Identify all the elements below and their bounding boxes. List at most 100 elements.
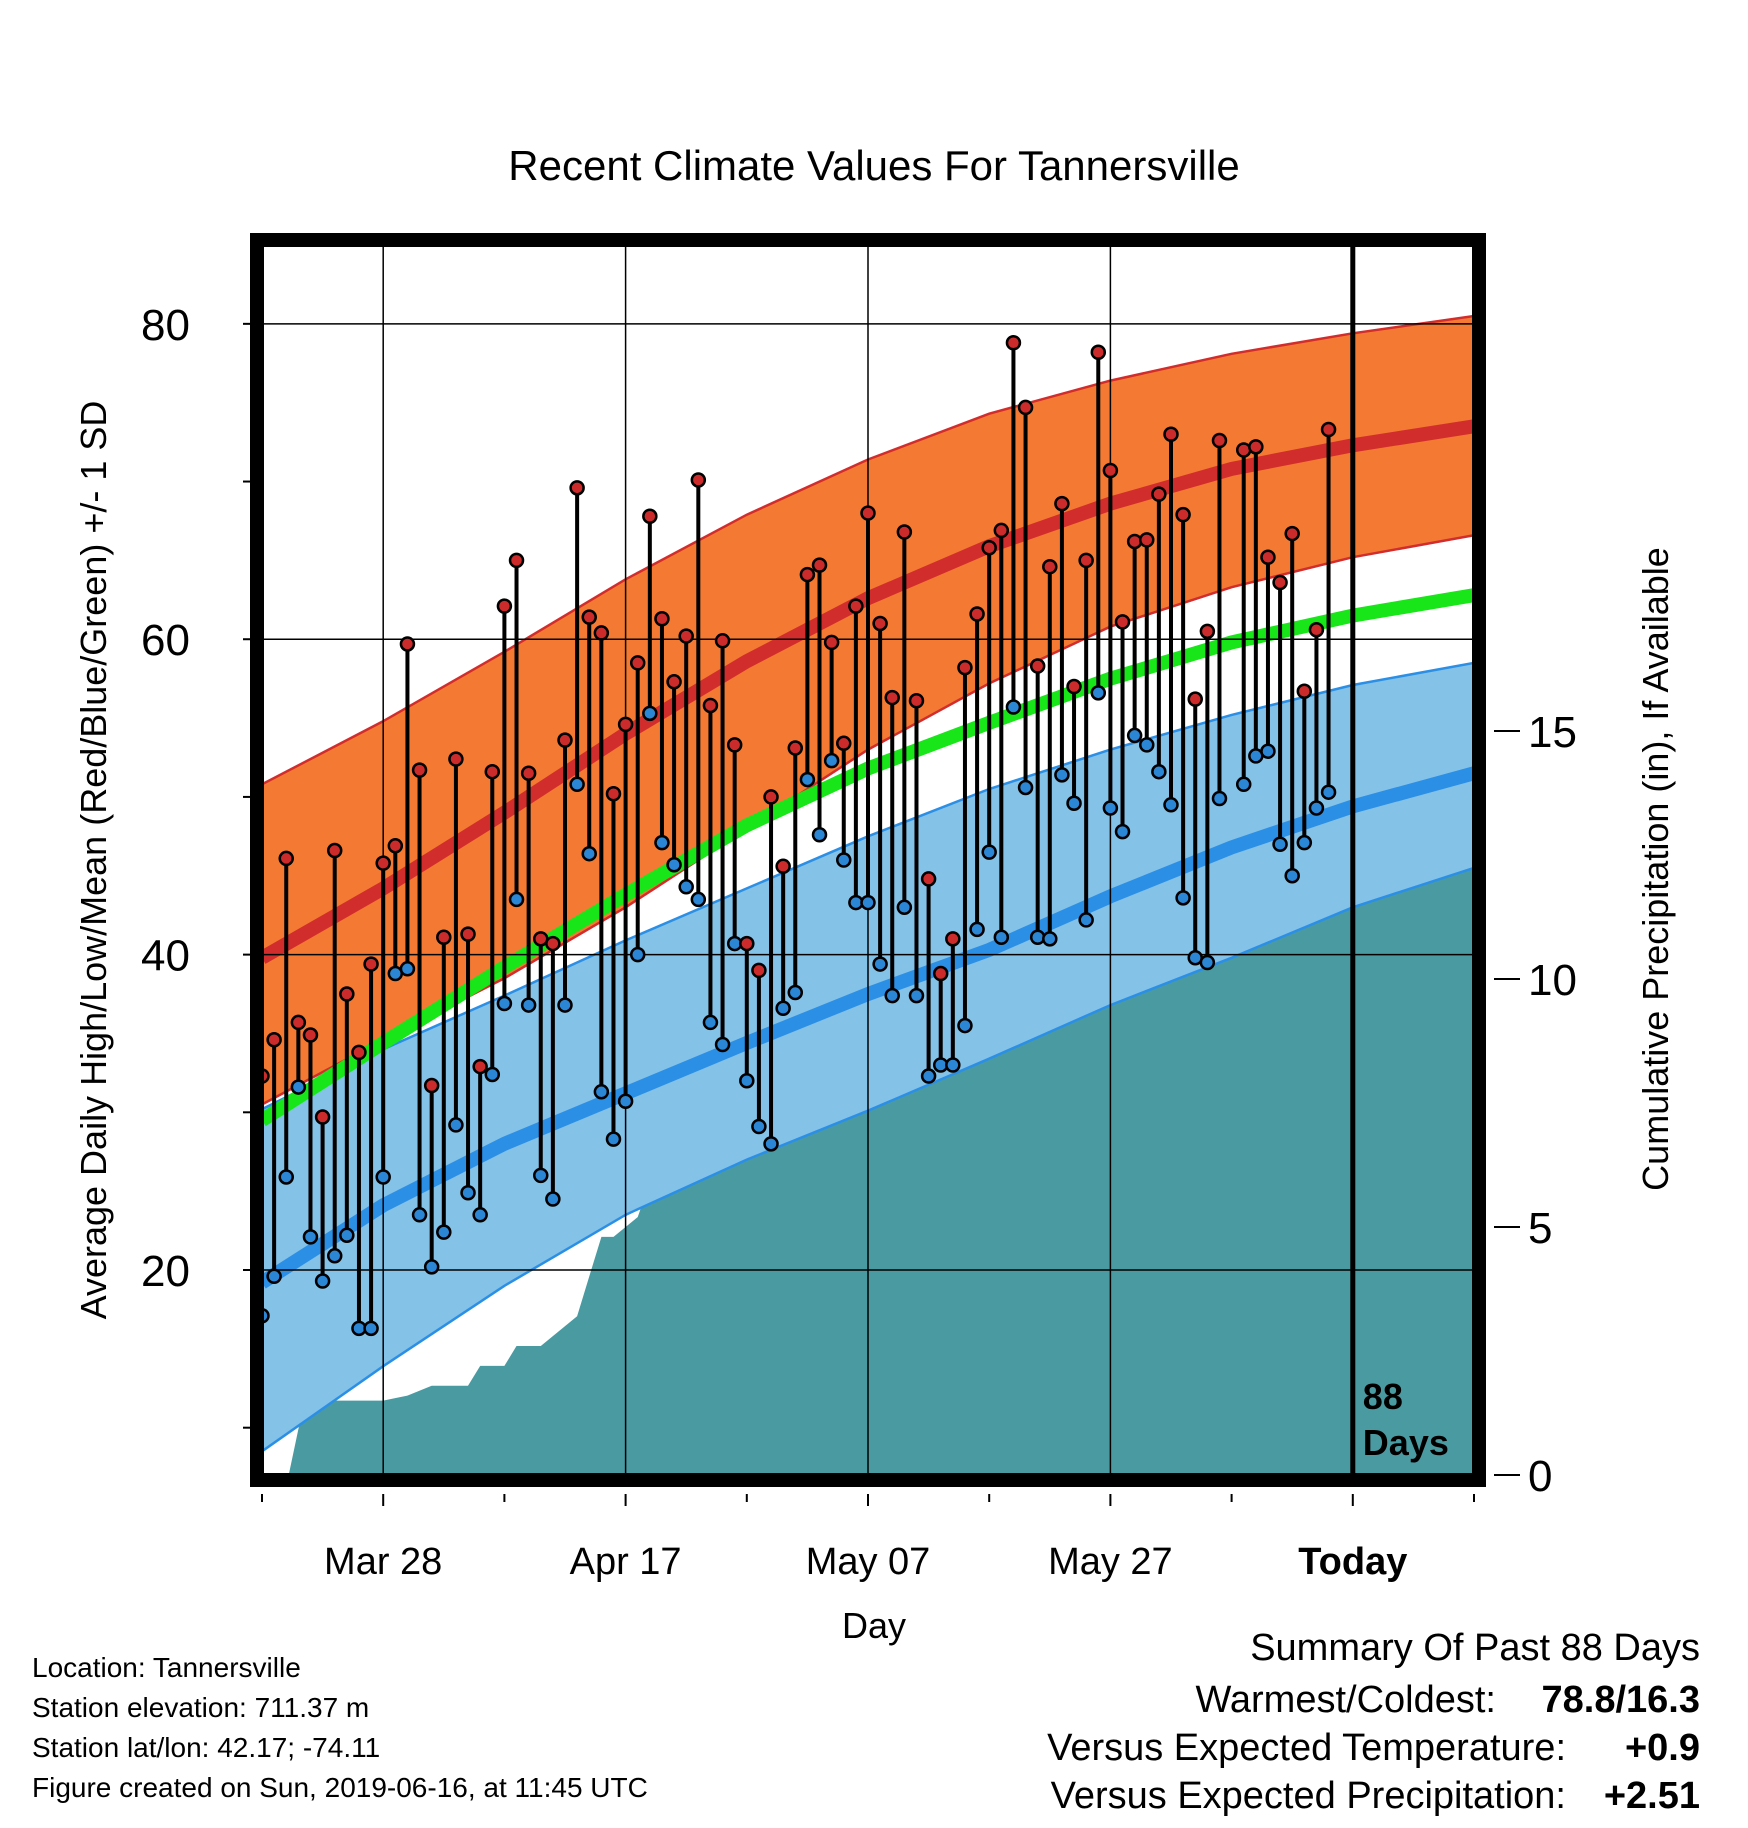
daily-high-point xyxy=(423,1077,440,1094)
axes: 20 40 60 80 0 5 10 15 Mar 28 Apr 17 May 07 May 27 To… xyxy=(141,301,1577,1583)
daily-low-point xyxy=(654,834,670,851)
daily-low-point xyxy=(787,984,804,1001)
daily-low-point xyxy=(557,997,573,1013)
daily-low-point xyxy=(423,1259,440,1275)
plot-area: 88 Days xyxy=(262,245,1474,1475)
daily-high-point xyxy=(472,1058,488,1075)
daily-high-point xyxy=(1175,506,1191,523)
daily-high-point xyxy=(351,1044,367,1061)
daily-high-point xyxy=(872,615,888,632)
daily-high-point xyxy=(314,1109,331,1125)
daily-high-point xyxy=(957,659,973,676)
daily-low-point xyxy=(1211,790,1228,807)
daily-high-point xyxy=(1078,552,1094,569)
daily-high-point xyxy=(751,962,767,979)
daily-low-point xyxy=(896,899,913,916)
daily-low-point xyxy=(411,1207,428,1223)
daily-high-point xyxy=(714,633,731,649)
y-tick-label: 60 xyxy=(141,616,190,665)
daily-low-point xyxy=(448,1117,464,1133)
plot-frame xyxy=(250,233,1486,1487)
daily-low-point xyxy=(1054,767,1070,783)
daily-low-point xyxy=(1042,931,1058,947)
daily-high-point xyxy=(1005,335,1022,351)
daily-high-point xyxy=(266,1032,282,1048)
daily-low-point xyxy=(642,705,658,722)
precip-vs-expected-value: +2.51 xyxy=(1604,1775,1700,1817)
daily-high-point xyxy=(678,628,694,644)
daily-low-point xyxy=(508,891,525,908)
daily-low-point xyxy=(278,1169,294,1185)
daily-low-point xyxy=(969,921,985,938)
daily-low-point xyxy=(1005,699,1022,715)
daily-high-point xyxy=(1114,614,1131,630)
observed-series xyxy=(262,335,1337,1337)
daily-low-point xyxy=(702,1014,719,1031)
daily-high-point xyxy=(1163,426,1179,442)
daily-high-point xyxy=(363,956,379,972)
daily-high-point xyxy=(520,765,537,782)
daily-high-point xyxy=(290,1014,307,1031)
daily-low-point xyxy=(751,1118,767,1135)
daily-low-point xyxy=(1126,727,1143,744)
daily-low-point xyxy=(1114,823,1131,840)
daily-low-point xyxy=(811,827,828,843)
daily-high-point xyxy=(617,716,634,733)
daily-low-point xyxy=(472,1207,488,1223)
today-days-word: Days xyxy=(1363,1422,1449,1463)
daily-low-point xyxy=(1163,797,1179,813)
temp-vs-expected-value: +0.9 xyxy=(1625,1727,1700,1769)
x-tick-label: Mar 28 xyxy=(324,1541,442,1583)
y2-tick-label: 15 xyxy=(1528,708,1577,757)
daily-high-point xyxy=(932,965,949,982)
daily-high-point xyxy=(545,935,561,952)
daily-high-point xyxy=(654,610,670,627)
daily-high-point xyxy=(1066,678,1082,695)
daily-high-point xyxy=(763,789,779,805)
daily-low-point xyxy=(339,1227,355,1244)
daily-high-point xyxy=(1054,495,1070,512)
daily-high-point xyxy=(1248,439,1264,455)
station-location: Location: Tannersville xyxy=(32,1652,301,1683)
daily-low-point xyxy=(496,995,513,1012)
daily-low-point xyxy=(957,1017,973,1034)
daily-high-point xyxy=(884,689,900,706)
daily-low-point xyxy=(799,771,816,788)
x-tick-label: May 07 xyxy=(806,1541,931,1583)
daily-low-point xyxy=(823,752,840,769)
daily-high-point xyxy=(787,740,804,756)
daily-high-point xyxy=(920,871,937,887)
daily-low-point xyxy=(739,1073,755,1089)
daily-low-point xyxy=(678,879,694,895)
daily-high-point xyxy=(411,762,428,778)
daily-low-point xyxy=(314,1273,331,1289)
y-tick-label: 20 xyxy=(141,1247,190,1296)
daily-low-point xyxy=(363,1320,379,1337)
daily-low-point xyxy=(884,987,900,1004)
precip-vs-expected-label: Versus Expected Precipitation: xyxy=(1051,1775,1566,1817)
station-elevation: Station elevation: 711.37 m xyxy=(32,1692,369,1723)
daily-high-point xyxy=(1272,574,1288,591)
daily-low-point xyxy=(1320,784,1337,800)
daily-low-point xyxy=(1151,763,1167,780)
daily-high-point xyxy=(739,935,755,952)
daily-high-point xyxy=(1296,683,1313,700)
daily-high-point xyxy=(399,636,416,652)
daily-low-point xyxy=(763,1136,779,1152)
daily-high-point xyxy=(860,505,876,521)
daily-low-point xyxy=(1102,800,1119,816)
y-axis-label: Average Daily High/Low/Mean (Red/Blue/Gr… xyxy=(73,401,114,1320)
daily-high-point xyxy=(775,858,791,875)
daily-high-point xyxy=(629,655,646,671)
daily-low-point xyxy=(399,961,416,977)
daily-low-point xyxy=(520,997,537,1013)
daily-high-point xyxy=(908,692,925,709)
warmest-coldest-label: Warmest/Coldest: xyxy=(1195,1679,1496,1721)
daily-low-point xyxy=(945,1057,961,1073)
daily-high-point xyxy=(1320,421,1337,438)
x-tick-label: May 27 xyxy=(1048,1541,1173,1583)
daily-high-point xyxy=(969,606,985,622)
daily-low-point xyxy=(1078,912,1094,928)
daily-high-point xyxy=(690,472,707,488)
